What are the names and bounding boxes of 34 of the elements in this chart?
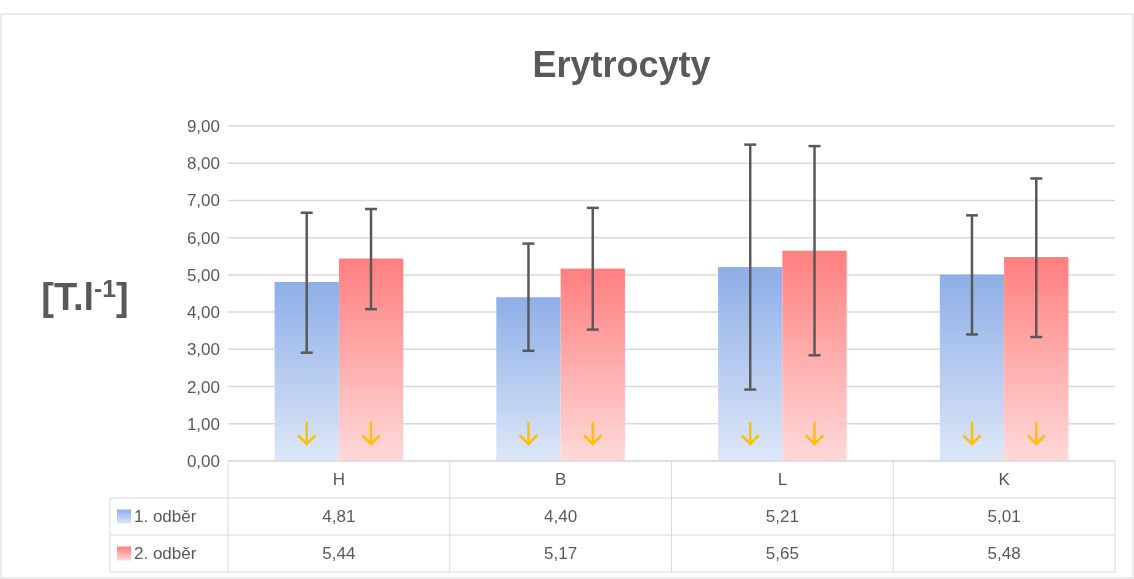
y-tick-label: 1,00 [186, 414, 220, 434]
data-label: 5,21 [765, 507, 799, 527]
y-tick-label: 8,00 [186, 154, 220, 174]
data-label: 5,65 [765, 544, 799, 564]
legend-label: 2. odběr [134, 544, 197, 564]
y-tick-label: 3,00 [186, 340, 220, 360]
x-tick-label: K [998, 470, 1011, 490]
bar [782, 250, 847, 461]
y-tick-label: 7,00 [186, 191, 220, 211]
x-tick-label: B [554, 470, 567, 490]
data-label: 5,48 [987, 544, 1021, 564]
bar [274, 281, 339, 461]
bar [1004, 257, 1069, 461]
y-tick-label: 4,00 [186, 303, 220, 323]
chart-title: Erytrocyty [532, 44, 711, 85]
bar [496, 297, 561, 461]
bar [718, 267, 783, 461]
bar [939, 274, 1005, 461]
y-tick-label: 5,00 [186, 265, 220, 285]
data-label: 4,81 [322, 507, 356, 527]
bar [560, 268, 625, 461]
y-axis-title: [T.l$^{-1}$] [41, 274, 129, 318]
y-tick-label: 9,00 [186, 116, 220, 136]
data-label: 5,17 [544, 544, 578, 564]
bar [338, 258, 404, 461]
y-tick-label: 6,00 [186, 228, 220, 248]
y-tick-label: 0,00 [186, 451, 220, 471]
x-tick-label: H [332, 470, 346, 490]
y-tick-label: 2,00 [186, 377, 220, 397]
data-label: 4,40 [544, 507, 578, 527]
data-label: 5,44 [322, 544, 356, 564]
x-tick-label: L [777, 470, 788, 490]
legend-label: 1. odběr [134, 507, 197, 527]
data-label: 5,01 [987, 507, 1021, 527]
